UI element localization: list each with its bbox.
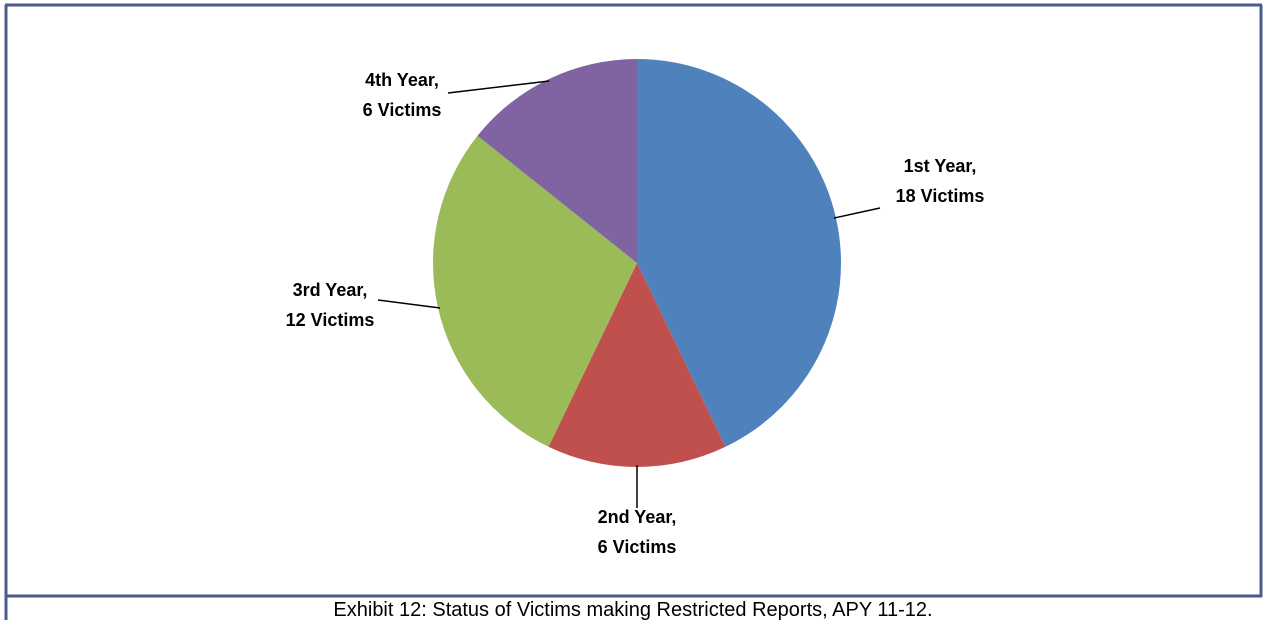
pie-slice — [433, 135, 637, 447]
pie-slice — [637, 59, 842, 447]
leader-line — [447, 80, 550, 94]
data-label-value: 6 Victims — [598, 537, 677, 557]
data-label-value: 12 Victims — [286, 310, 375, 330]
data-label-value: 18 Victims — [896, 186, 985, 206]
caption: Exhibit 12: Status of Victims making Res… — [333, 599, 932, 620]
data-label-value: 6 Victims — [363, 100, 442, 120]
data-label-category: 3rd Year, — [293, 280, 368, 300]
pie-slice — [548, 263, 726, 467]
pie-slice — [477, 59, 637, 263]
data-label-category: 4th Year, — [365, 70, 439, 90]
leader-line — [833, 207, 881, 219]
data-label-category: 1st Year, — [904, 156, 977, 176]
leader-line — [377, 299, 441, 309]
data-label-category: 2nd Year, — [598, 507, 677, 527]
